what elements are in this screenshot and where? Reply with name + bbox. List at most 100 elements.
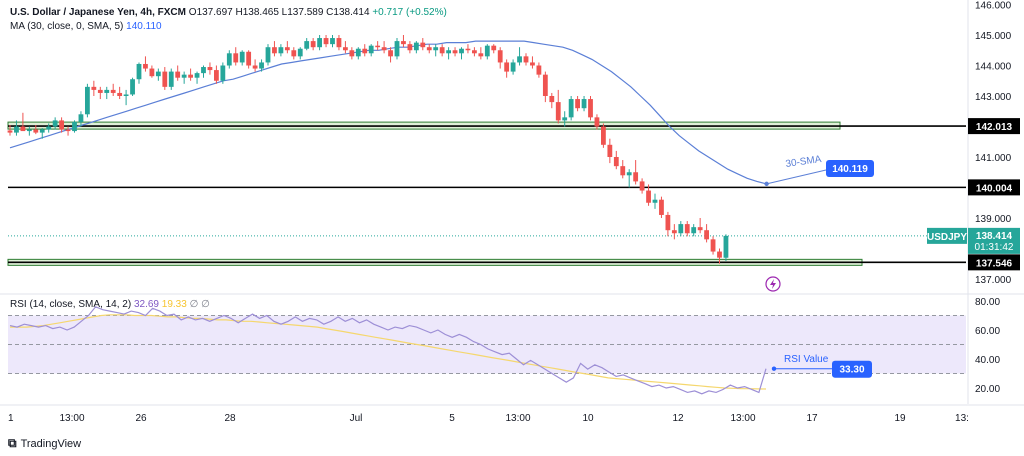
candle-body <box>472 50 477 54</box>
candle-body <box>465 48 471 51</box>
candle-body <box>181 74 187 78</box>
time-tick-label: Jul <box>350 413 363 424</box>
candle-body <box>710 239 716 252</box>
candle-body <box>665 214 671 231</box>
chart-legend: U.S. Dollar / Japanese Yen, 4h, FXCM O13… <box>10 6 447 34</box>
candle-body <box>684 224 690 234</box>
price-tick-label: 145.000 <box>975 31 1012 42</box>
candle-body <box>78 114 84 122</box>
rsi-tick-label: 20.00 <box>975 384 1000 395</box>
sma-annotation-box <box>826 160 874 177</box>
time-tick-label: 12 <box>672 413 684 424</box>
tradingview-branding[interactable]: ⧉ TradingView <box>8 436 81 451</box>
rsi-indicator-label[interactable]: RSI (14, close, SMA, 14, 2) <box>10 299 132 310</box>
candle-body <box>220 65 226 81</box>
time-tick-label: 13:00 <box>505 413 530 424</box>
candle-body <box>413 42 419 51</box>
candle-body <box>155 71 161 77</box>
candle-body <box>633 172 639 182</box>
candle-body <box>349 50 355 57</box>
time-tick-label: 28 <box>224 413 236 424</box>
tradingview-name: TradingView <box>20 437 82 450</box>
candle-body <box>272 47 277 54</box>
rsi-legend: RSI (14, close, SMA, 14, 2) 32.69 19.33 … <box>10 299 210 310</box>
candle-body <box>639 181 645 191</box>
candle-body <box>652 199 658 203</box>
sma-30-line <box>9 40 767 185</box>
candle-body <box>530 62 535 66</box>
ma-indicator-value: 140.110 <box>126 21 162 32</box>
candle-body <box>613 157 619 167</box>
level-price-label: 137.546 <box>976 258 1013 269</box>
candle-body <box>59 120 64 130</box>
candle-body <box>568 99 574 118</box>
candle-body <box>517 56 522 63</box>
candle-body <box>39 129 45 133</box>
candle-body <box>407 44 413 51</box>
candle-body <box>381 47 387 51</box>
rsi-ma-line <box>10 314 767 390</box>
candle-body <box>226 53 232 66</box>
sma-annotation-value: 140.119 <box>832 164 868 175</box>
candle-body <box>130 79 135 95</box>
candle-body <box>452 50 458 54</box>
candle-body <box>555 102 561 121</box>
ticker-symbol: USDJPY <box>927 232 967 243</box>
price-tick-label: 141.000 <box>975 153 1012 164</box>
candle-body <box>233 53 239 63</box>
candle-body <box>388 50 393 57</box>
candle-body <box>697 227 703 231</box>
level-price-tag <box>968 179 1020 196</box>
candle-body <box>549 96 555 103</box>
price-chart[interactable]: 30-SMA 140.119 RSI Value 33.30 137.000 138.… <box>0 0 1024 436</box>
lightning-bolt-icon <box>770 279 776 289</box>
rsi-tick-label: 60.00 <box>975 326 1000 337</box>
time-tick-label: 19 <box>894 413 906 424</box>
candle-body <box>323 38 329 45</box>
rsi-tick-label: 80.00 <box>975 297 1000 308</box>
price-change: +0.717 (+0.52%) <box>372 7 447 18</box>
candle-body <box>194 73 200 78</box>
candle-body <box>607 144 613 157</box>
candle-body <box>536 65 542 75</box>
candle-body <box>594 117 600 127</box>
candle-body <box>497 50 503 63</box>
rsi-tick-label: 40.00 <box>975 355 1000 366</box>
candle-body <box>704 230 709 240</box>
candle-body <box>14 126 19 133</box>
time-tick-label: 5 <box>449 413 455 424</box>
price-tick-label: 137.000 <box>975 275 1012 286</box>
candle-body <box>149 68 155 77</box>
candle-body <box>136 63 142 80</box>
candle-body <box>484 45 490 57</box>
candle-body <box>671 230 677 234</box>
time-tick-label: 13:00 <box>59 413 84 424</box>
symbol-title[interactable]: U.S. Dollar / Japanese Yen, 4h, FXCM <box>10 7 186 18</box>
candle-body <box>168 71 174 87</box>
candle-body <box>201 67 206 74</box>
ma-indicator-label[interactable]: MA (30, close, 0, SMA, 5) <box>10 21 124 32</box>
candle-body <box>7 130 13 133</box>
ticker-price-tag <box>968 227 1020 254</box>
candle-body <box>291 50 297 57</box>
candle-body <box>259 62 264 69</box>
candle-body <box>620 166 626 176</box>
candle-body <box>239 51 245 63</box>
candle-body <box>33 129 39 133</box>
candle-body <box>117 92 123 96</box>
candle-body <box>426 47 432 51</box>
ticker-countdown: 01:31:42 <box>975 242 1014 253</box>
time-tick-label: 17 <box>806 413 818 424</box>
rsi-line <box>9 306 767 395</box>
tradingview-logo-icon: ⧉ <box>8 436 17 450</box>
candle-body <box>375 45 381 48</box>
candle-body <box>394 41 400 57</box>
candle-body <box>297 48 303 57</box>
candle-body <box>581 99 587 109</box>
rsi-value: 32.69 <box>133 299 159 310</box>
candle-body <box>336 38 342 48</box>
candle-body <box>207 67 213 71</box>
candle-body <box>72 121 77 132</box>
candle-body <box>478 53 484 57</box>
candle-body <box>691 227 697 234</box>
